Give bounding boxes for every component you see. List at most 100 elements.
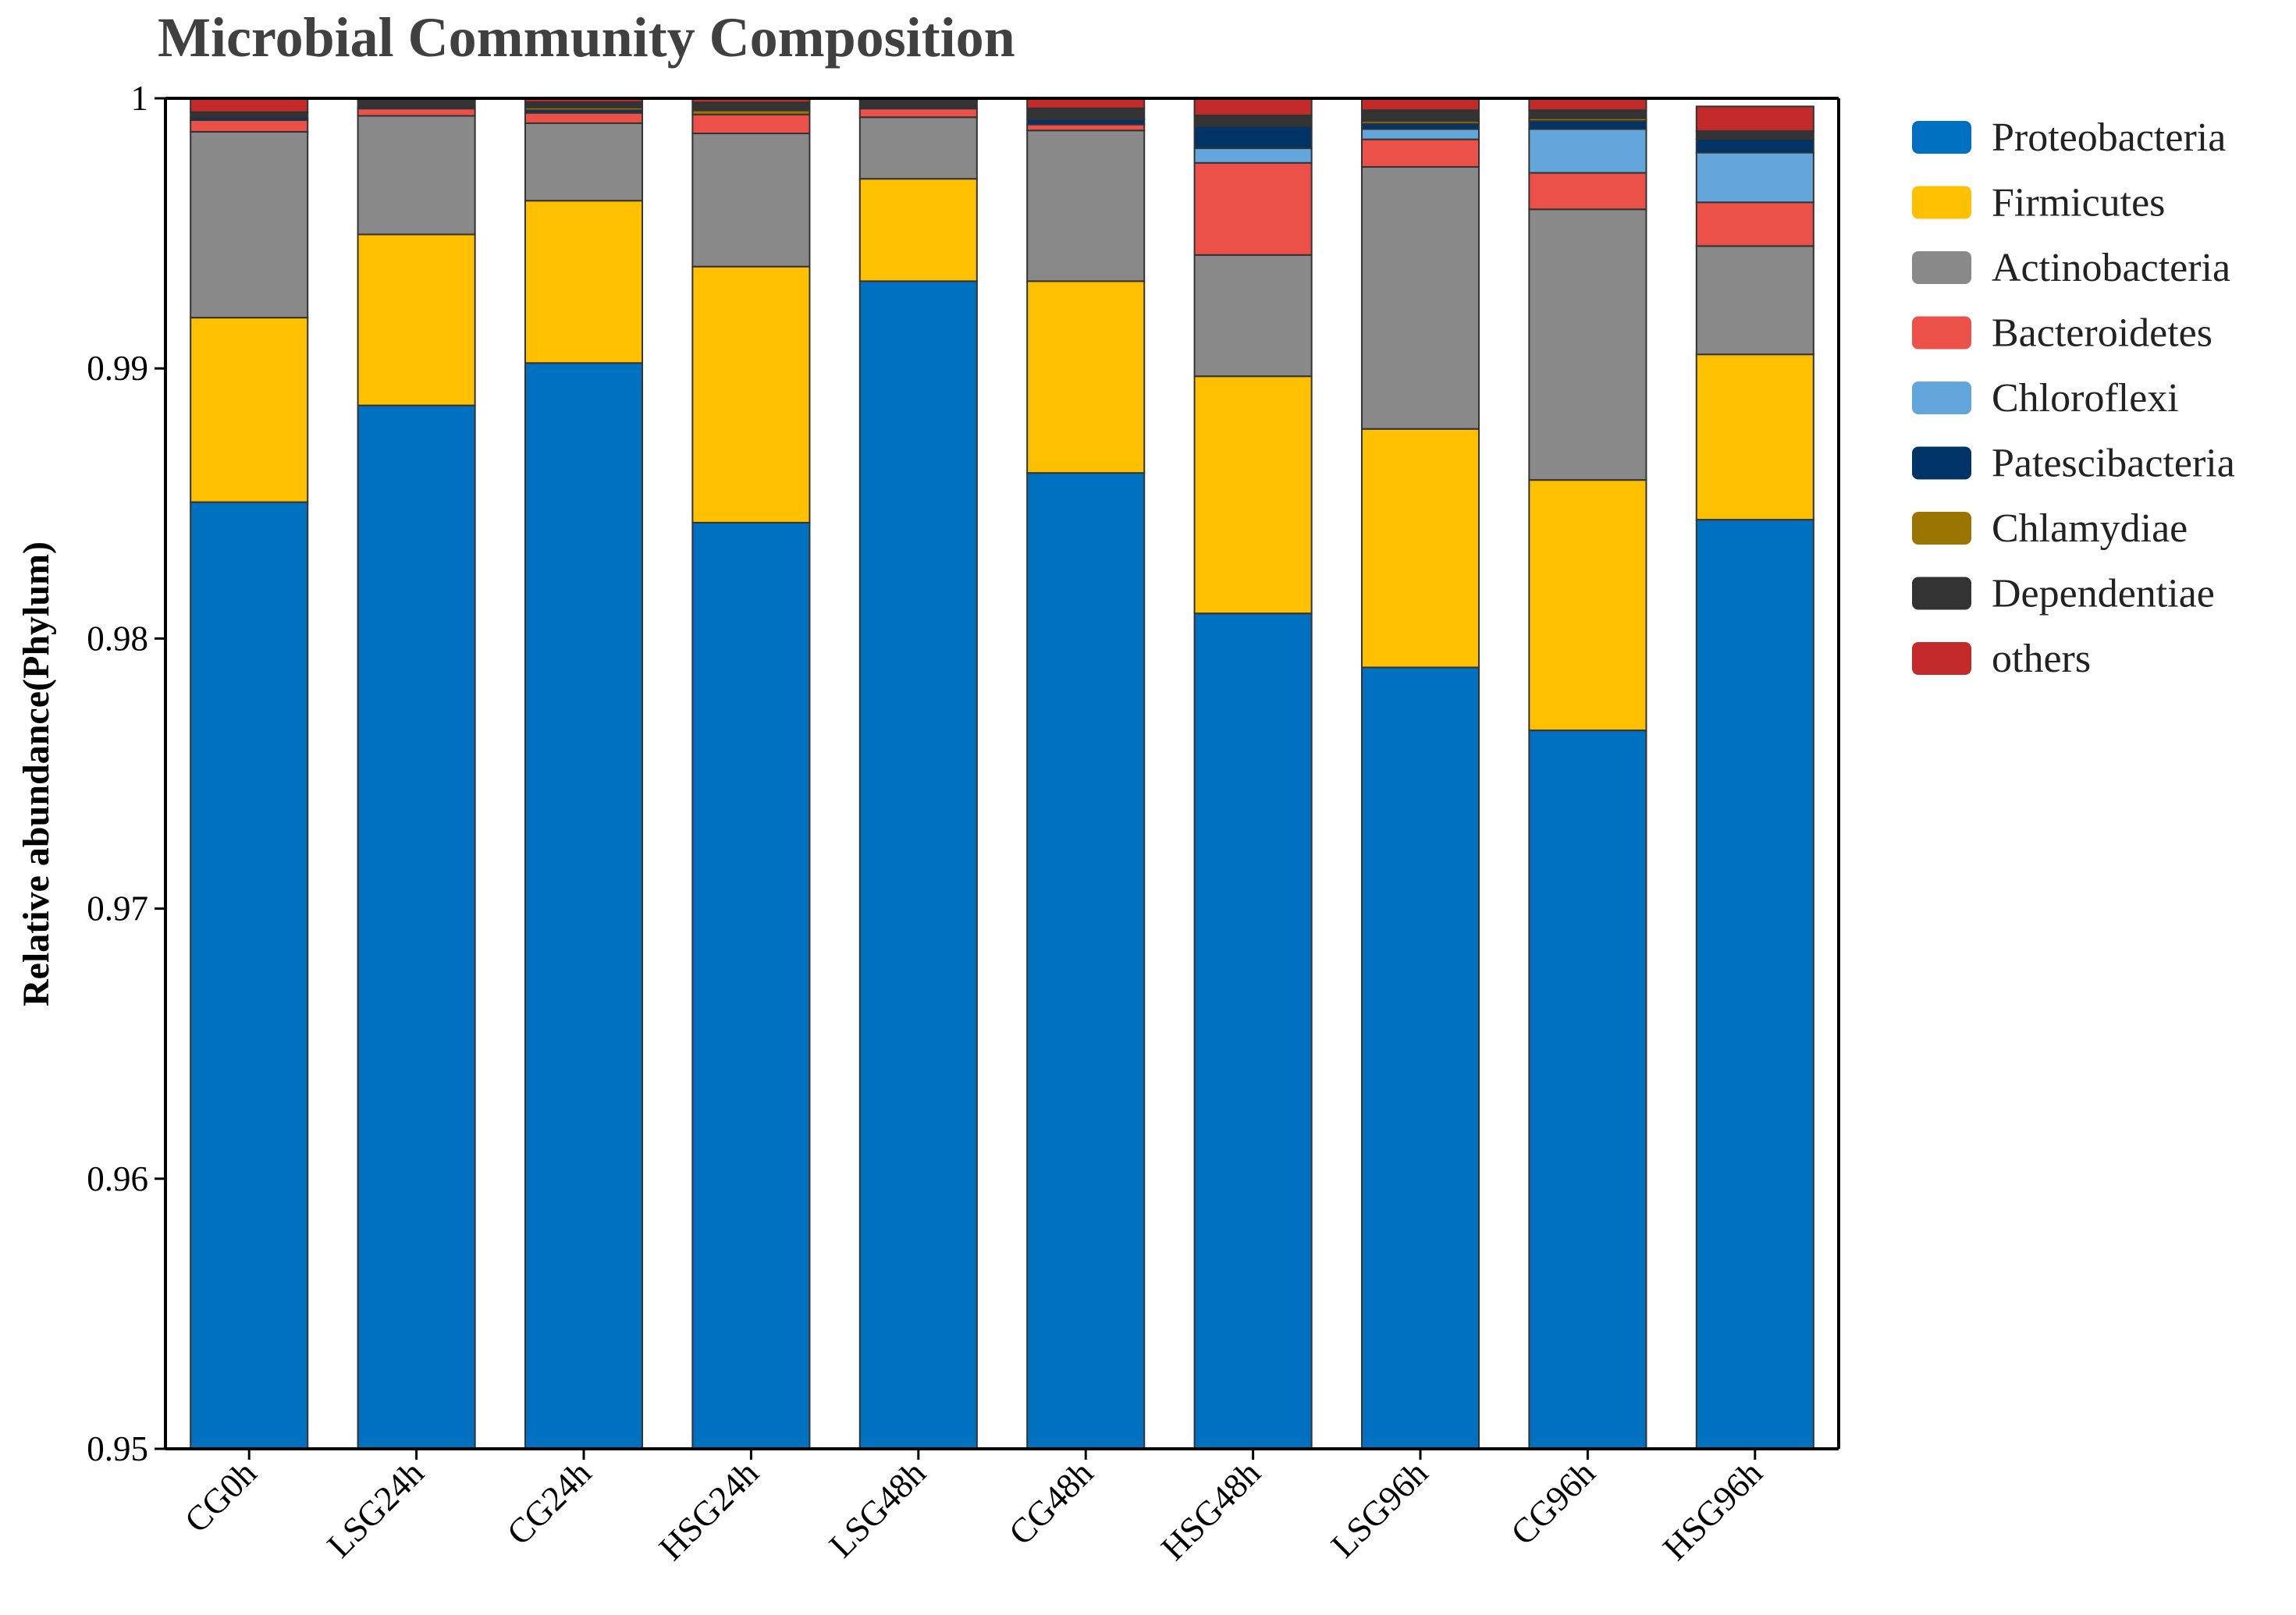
bar-segment-cg0h-others [190,98,309,113]
y-tick-label: 1 [131,79,149,118]
bar-segment-cg96h-others [1528,98,1647,112]
bar-segment-cg48h-actinobacteria [1026,130,1146,282]
bar-segment-lsg24h-bacteroidetes [357,108,476,117]
bar-segment-hsg24h-firmicutes [691,265,811,524]
x-tick-label: CG96h [1503,1454,1602,1553]
bar-segment-hsg48h-firmicutes [1193,375,1313,615]
legend-label-actinobacteria: Actinobacteria [1992,246,2230,290]
legend: Proteobacteria Firmicutes Actinobacteria Ba… [1912,115,2235,681]
bar-segment-hsg24h-bacteroidetes [691,113,811,135]
bar-segment-cg24h-actinobacteria [524,122,644,202]
bar-segment-cg96h-proteobacteria [1528,729,1647,1449]
bar-segment-hsg48h-dependentiae [1193,114,1313,127]
bar-segment-lsg96h-firmicutes [1360,428,1480,669]
bar-segment-lsg48h-firmicutes [858,178,978,282]
legend-label-chlamydiae: Chlamydiae [1992,506,2188,551]
bar-segment-cg24h-dependentiae [524,101,644,108]
bar-segment-lsg96h-actinobacteria [1360,165,1480,430]
bar-segment-hsg96h-firmicutes [1695,353,1814,521]
legend-swatch-firmicutes [1912,186,1971,219]
bar-segment-hsg96h-proteobacteria [1695,519,1814,1449]
chart-title: Microbial Community Composition [158,6,1015,69]
bar-segment-hsg96h-patescibacteria [1695,138,1814,154]
legend-swatch-patescibacteria [1912,446,1971,480]
bar-segment-lsg24h-proteobacteria [357,404,476,1449]
legend-swatch-chlamydiae [1912,512,1971,545]
bar-segment-lsg48h-actinobacteria [858,116,978,180]
bar-segment-cg0h-bacteroidetes [190,119,309,133]
bar-segment-hsg96h-bacteroidetes [1695,201,1814,247]
bar-segment-hsg24h-dependentiae [691,101,811,112]
bar-segment-cg24h-others [524,98,644,103]
bar-segment-lsg96h-patescibacteria [1360,122,1480,130]
bar-segment-cg48h-bacteroidetes [1026,123,1146,132]
legend-label-patescibacteria: Patescibacteria [1992,442,2235,486]
bar-segment-lsg96h-bacteroidetes [1360,138,1480,168]
bar-segment-hsg96h-others [1695,105,1814,132]
bar-segment-cg0h-proteobacteria [190,501,309,1449]
y-tick-label: 0.97 [87,889,148,928]
legend-swatch-bacteroidetes [1912,316,1971,350]
bar-segment-cg96h-patescibacteria [1528,120,1647,130]
x-tick-label: CG48h [1001,1454,1100,1553]
bar-segment-cg48h-dependentiae [1026,107,1146,120]
legend-label-bacteroidetes: Bacteroidetes [1992,311,2212,356]
bar-segment-cg96h-chloroflexi [1528,128,1647,174]
legend-label-chloroflexi: Chloroflexi [1992,376,2179,421]
bar-segment-lsg48h-dependentiae [858,99,978,110]
bar-segment-cg0h-firmicutes [190,317,309,503]
bar-segment-lsg96h-others [1360,98,1480,112]
bar-segment-lsg48h-bacteroidetes [858,108,978,119]
y-tick-label: 0.95 [87,1429,148,1468]
bar-segment-hsg24h-proteobacteria [691,521,811,1449]
bar-segment-lsg24h-firmicutes [357,233,476,406]
bar-segment-hsg96h-actinobacteria [1695,245,1814,356]
bar-segment-cg96h-firmicutes [1528,479,1647,732]
x-tick-label: LSG48h [822,1454,933,1565]
bar-segment-lsg96h-chloroflexi [1360,128,1480,140]
bar-segment-lsg96h-dependentiae [1360,109,1480,122]
bar-segment-lsg96h-proteobacteria [1360,666,1480,1449]
bar-segment-hsg24h-actinobacteria [691,133,811,268]
bar-segment-lsg24h-actinobacteria [357,115,476,236]
x-tick-label: CG24h [499,1454,599,1553]
bar-segment-hsg48h-patescibacteria [1193,125,1313,150]
bar-segment-cg96h-dependentiae [1528,109,1647,119]
bar-segment-hsg24h-others [691,98,811,104]
bar-segment-hsg48h-bacteroidetes [1193,162,1313,256]
legend-label-firmicutes: Firmicutes [1992,181,2165,225]
y-tick-label: 0.98 [87,619,148,658]
y-tick-label: 0.99 [87,349,148,388]
bar-segment-hsg48h-proteobacteria [1193,612,1313,1449]
bar-segment-cg0h-dependentiae [190,111,309,119]
x-tick-label: HSG48h [1153,1454,1268,1568]
legend-label-others: others [1992,637,2091,681]
bar-segment-hsg48h-chloroflexi [1193,147,1313,164]
bar-segment-cg96h-actinobacteria [1528,208,1647,481]
legend-swatch-proteobacteria [1912,121,1971,154]
bar-segment-cg0h-actinobacteria [190,130,309,319]
bar-segment-cg48h-others [1026,98,1146,109]
legend-swatch-actinobacteria [1912,251,1971,284]
x-tick-label: HSG96h [1655,1454,1770,1568]
x-tick-label: CG0h [177,1454,264,1540]
legend-swatch-chloroflexi [1912,382,1971,414]
y-axis-label: Relative abundance(Phylum) [16,541,57,1006]
legend-swatch-others [1912,642,1971,675]
legend-swatch-dependentiae [1912,577,1971,610]
bar-segment-cg24h-firmicutes [524,200,644,364]
legend-label-proteobacteria: Proteobacteria [1992,115,2226,160]
bar-segment-hsg96h-dependentiae [1695,130,1814,140]
bar-segment-hsg96h-chloroflexi [1695,151,1814,204]
bar-segment-cg48h-patescibacteria [1026,118,1146,126]
bar-segment-cg48h-firmicutes [1026,280,1146,474]
bar-segment-hsg48h-others [1193,98,1313,116]
bar-segment-cg96h-bacteroidetes [1528,172,1647,211]
bar-segment-cg24h-bacteroidetes [524,112,644,124]
bar-segment-lsg24h-dependentiae [357,99,476,110]
bar-segment-cg24h-proteobacteria [524,362,644,1449]
x-tick-label: LSG96h [1324,1454,1435,1565]
bar-segment-hsg48h-actinobacteria [1193,254,1313,378]
y-tick-label: 0.96 [87,1159,148,1198]
